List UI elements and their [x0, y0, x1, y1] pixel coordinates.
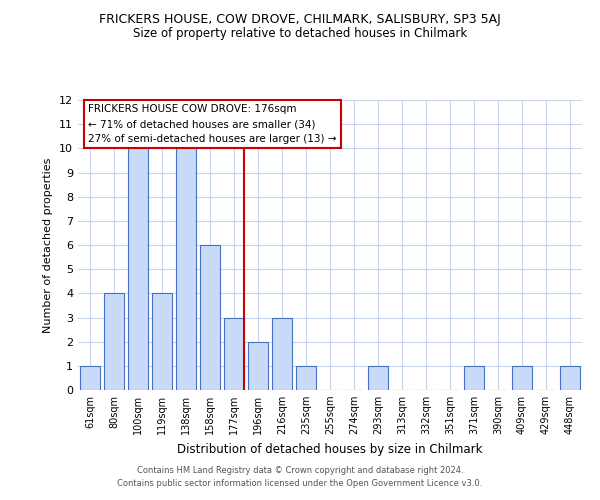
- Bar: [80, 366, 100, 390]
- Bar: [176, 148, 196, 390]
- Bar: [224, 318, 244, 390]
- Bar: [464, 366, 484, 390]
- Bar: [272, 318, 292, 390]
- Bar: [128, 148, 148, 390]
- Text: FRICKERS HOUSE COW DROVE: 176sqm
← 71% of detached houses are smaller (34)
27% o: FRICKERS HOUSE COW DROVE: 176sqm ← 71% o…: [88, 104, 337, 144]
- X-axis label: Distribution of detached houses by size in Chilmark: Distribution of detached houses by size …: [177, 442, 483, 456]
- Bar: [296, 366, 316, 390]
- Bar: [152, 294, 172, 390]
- Text: Size of property relative to detached houses in Chilmark: Size of property relative to detached ho…: [133, 28, 467, 40]
- Text: FRICKERS HOUSE, COW DROVE, CHILMARK, SALISBURY, SP3 5AJ: FRICKERS HOUSE, COW DROVE, CHILMARK, SAL…: [99, 12, 501, 26]
- Bar: [104, 294, 124, 390]
- Bar: [512, 366, 532, 390]
- Y-axis label: Number of detached properties: Number of detached properties: [43, 158, 53, 332]
- Bar: [368, 366, 388, 390]
- Bar: [248, 342, 268, 390]
- Bar: [200, 245, 220, 390]
- Bar: [560, 366, 580, 390]
- Text: Contains HM Land Registry data © Crown copyright and database right 2024.
Contai: Contains HM Land Registry data © Crown c…: [118, 466, 482, 487]
